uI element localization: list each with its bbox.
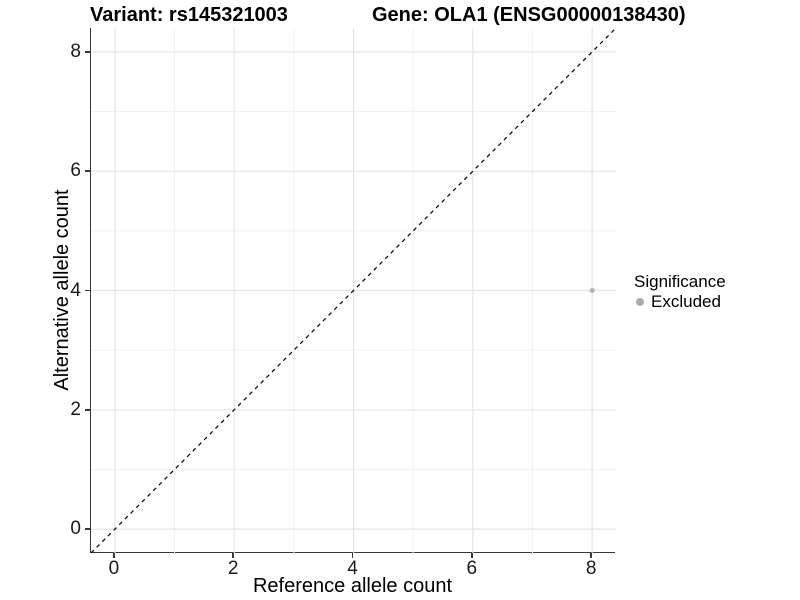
legend-item-label: Excluded (651, 292, 721, 311)
y-tick-mark (85, 170, 90, 172)
legend-title: Significance (634, 272, 726, 291)
x-tick-label: 0 (108, 558, 120, 579)
legend-item-excluded: Excluded (634, 292, 726, 312)
x-tick-mark (471, 553, 473, 558)
identity-reference-line (91, 28, 616, 553)
x-tick-label: 4 (347, 558, 358, 579)
x-axis-title: Reference allele count (252, 575, 452, 597)
y-tick-label: 8 (70, 40, 81, 62)
y-tick-label: 0 (70, 518, 81, 540)
legend: Significance Excluded (634, 272, 726, 312)
x-tick-mark (351, 553, 354, 558)
y-tick-label: 2 (70, 398, 81, 420)
x-tick-label: 2 (227, 558, 239, 579)
x-tick-mark (113, 553, 115, 558)
y-tick-mark (85, 51, 90, 53)
y-tick-label: 6 (70, 160, 81, 182)
x-tick-label: 8 (585, 558, 597, 579)
legend-key-dot (636, 298, 644, 306)
plot-title-variant: Variant: rs145321003 (90, 4, 288, 26)
x-tick-label: 6 (466, 558, 478, 579)
y-axis-title: Alternative allele count (51, 189, 73, 391)
plot-area (91, 28, 616, 553)
x-tick-mark (232, 553, 234, 558)
plot-panel (90, 28, 616, 553)
y-tick-mark (85, 528, 90, 530)
y-tick-label: 4 (70, 279, 81, 301)
y-tick-mark (85, 289, 90, 292)
x-tick-mark (590, 553, 592, 558)
plot-title-gene: Gene: OLA1 (ENSG00000138430) (372, 4, 686, 26)
data-point (589, 288, 595, 293)
y-tick-mark (85, 409, 90, 411)
